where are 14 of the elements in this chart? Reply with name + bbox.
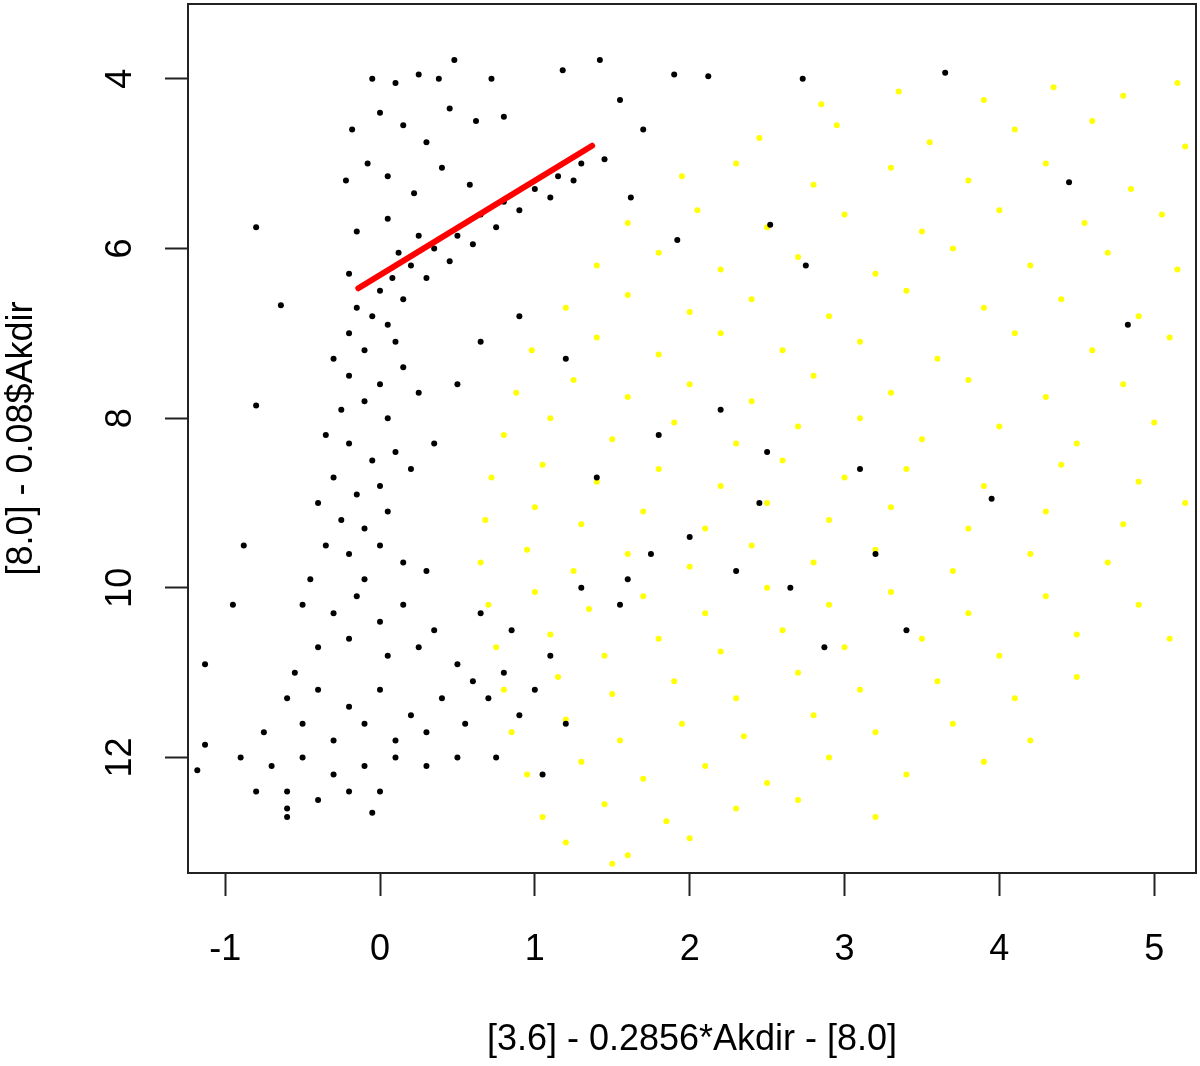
x-tick-label: 5 (1144, 926, 1165, 968)
y-tick-label: 6 (97, 238, 139, 259)
y-axis-title: [8.0] - 0.08$Akdir (0, 301, 40, 576)
x-tick-label: 1 (524, 926, 545, 968)
x-axis-title: [3.6] - 0.2856*Akdir - [8.0] (486, 1017, 898, 1059)
x-tick-label: 0 (369, 926, 391, 968)
y-tick-label: 12 (97, 737, 139, 778)
x-tick-label: -1 (209, 926, 242, 968)
y-tick-label: 4 (97, 68, 139, 89)
y-tick-label: 10 (97, 567, 139, 608)
x-tick-label: 3 (834, 926, 855, 968)
x-tick-label: 4 (989, 926, 1010, 968)
y-tick-label: 8 (97, 408, 139, 429)
x-tick-label: 2 (679, 926, 700, 968)
